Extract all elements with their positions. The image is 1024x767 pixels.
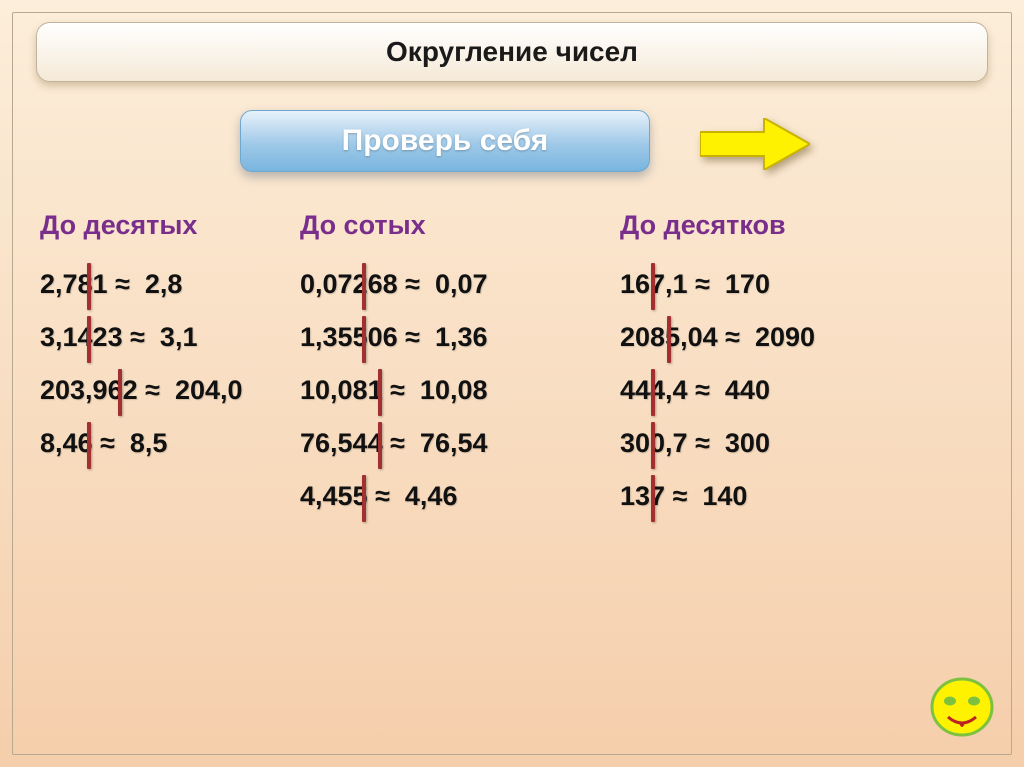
column-1: До сотых 0,07268 ≈ 0,07 1,35506 ≈ 1,36 10,0… <box>300 210 488 534</box>
rounding-marker <box>87 263 91 310</box>
equation-row: 300,7 ≈ 300 <box>620 428 815 459</box>
arrow-shape <box>700 118 810 170</box>
approx-sign: ≈ <box>718 322 755 353</box>
approx-sign: ≈ <box>398 322 435 353</box>
approx-sign: ≈ <box>93 428 130 459</box>
equation-row: 1,35506 ≈ 1,36 <box>300 322 488 353</box>
rhs-value: 204,0 <box>175 375 243 406</box>
rounding-marker <box>87 316 91 363</box>
rounding-marker <box>118 369 122 416</box>
rhs-value: 2,8 <box>145 269 183 300</box>
approx-sign: ≈ <box>138 375 175 406</box>
lhs-value: 1,35506 <box>300 322 398 353</box>
approx-sign: ≈ <box>398 269 435 300</box>
equation-row: 167,1 ≈ 170 <box>620 269 815 300</box>
rhs-value: 300 <box>725 428 770 459</box>
equation-row: 3,1423 ≈ 3,1 <box>40 322 243 353</box>
approx-sign: ≈ <box>688 428 725 459</box>
equation-row: 10,081 ≈ 10,08 <box>300 375 488 406</box>
rounding-marker <box>667 316 671 363</box>
column-header: До сотых <box>300 210 488 241</box>
approx-sign: ≈ <box>368 481 405 512</box>
approx-sign: ≈ <box>108 269 145 300</box>
equation-row: 4,455 ≈ 4,46 <box>300 481 488 512</box>
approx-sign: ≈ <box>665 481 702 512</box>
equation-row: 137 ≈ 140 <box>620 481 815 512</box>
equation-row: 76,544 ≈ 76,54 <box>300 428 488 459</box>
approx-sign: ≈ <box>688 375 725 406</box>
rhs-value: 140 <box>702 481 747 512</box>
equation-row: 0,07268 ≈ 0,07 <box>300 269 488 300</box>
rounding-marker <box>362 316 366 363</box>
lhs-value: 137 <box>620 481 665 512</box>
lhs-value: 10,081 <box>300 375 383 406</box>
lhs-value: 4,455 <box>300 481 368 512</box>
lhs-value: 76,544 <box>300 428 383 459</box>
lhs-value: 2,781 <box>40 269 108 300</box>
rounding-marker <box>362 263 366 310</box>
title-bar: Округление чисел <box>36 22 988 82</box>
column-header: До десятков <box>620 210 815 241</box>
approx-sign: ≈ <box>383 375 420 406</box>
rounding-marker <box>651 369 655 416</box>
rhs-value: 3,1 <box>160 322 198 353</box>
subtitle-text: Проверь себя <box>342 124 549 158</box>
equation-row: 2085,04 ≈ 2090 <box>620 322 815 353</box>
rhs-value: 170 <box>725 269 770 300</box>
rhs-value: 0,07 <box>435 269 488 300</box>
rounding-marker <box>378 422 382 469</box>
rhs-value: 1,36 <box>435 322 488 353</box>
content-columns: До десятых 2,781 ≈ 2,8 3,1423 ≈ 3,1 203,962… <box>0 210 1024 767</box>
column-0: До десятых 2,781 ≈ 2,8 3,1423 ≈ 3,1 203,962… <box>40 210 243 481</box>
rhs-value: 4,46 <box>405 481 458 512</box>
equation-row: 444,4 ≈ 440 <box>620 375 815 406</box>
rhs-value: 2090 <box>755 322 815 353</box>
rounding-marker <box>651 422 655 469</box>
lhs-value: 3,1423 <box>40 322 123 353</box>
equation-row: 2,781 ≈ 2,8 <box>40 269 243 300</box>
rhs-value: 8,5 <box>130 428 168 459</box>
column-2: До десятков 167,1 ≈ 170 2085,04 ≈ 2090 444,… <box>620 210 815 534</box>
approx-sign: ≈ <box>123 322 160 353</box>
subtitle-bar: Проверь себя <box>240 110 650 172</box>
rhs-value: 76,54 <box>420 428 488 459</box>
lhs-value: 203,962 <box>40 375 138 406</box>
rhs-value: 10,08 <box>420 375 488 406</box>
column-header: До десятых <box>40 210 243 241</box>
rounding-marker <box>651 475 655 522</box>
rounding-marker <box>378 369 382 416</box>
equation-row: 8,46 ≈ 8,5 <box>40 428 243 459</box>
arrow-right-icon <box>700 118 810 170</box>
title-text: Округление чисел <box>386 36 638 68</box>
rounding-marker <box>362 475 366 522</box>
rounding-marker <box>651 263 655 310</box>
approx-sign: ≈ <box>383 428 420 459</box>
lhs-value: 8,46 <box>40 428 93 459</box>
rounding-marker <box>87 422 91 469</box>
lhs-value: 0,07268 <box>300 269 398 300</box>
rhs-value: 440 <box>725 375 770 406</box>
equation-row: 203,962 ≈ 204,0 <box>40 375 243 406</box>
smiley-icon <box>930 673 994 737</box>
approx-sign: ≈ <box>688 269 725 300</box>
